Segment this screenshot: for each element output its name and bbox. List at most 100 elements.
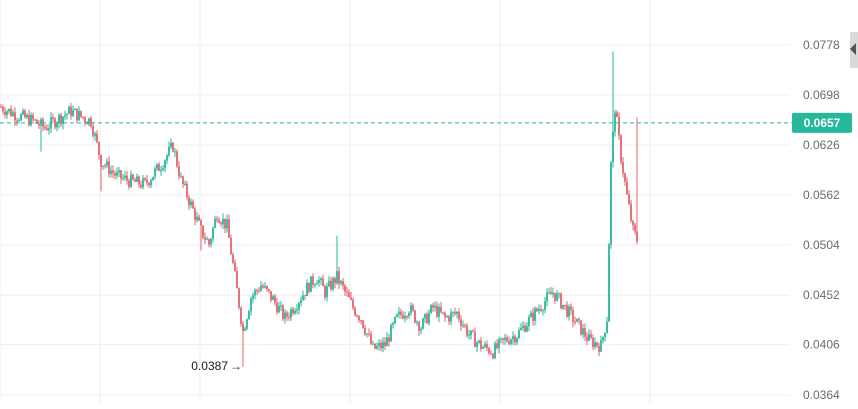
chevron-left-icon xyxy=(850,43,856,55)
candle-body xyxy=(338,271,340,284)
candle-body xyxy=(104,165,106,167)
candle-body xyxy=(566,304,568,317)
candle-body xyxy=(240,307,242,324)
candle-body xyxy=(516,338,518,343)
candle-body xyxy=(316,282,318,285)
candle-body xyxy=(172,142,174,152)
candle-body xyxy=(162,168,164,170)
candle-body xyxy=(464,325,466,327)
candle-body xyxy=(136,176,138,182)
candle-body xyxy=(278,306,280,313)
candle-body xyxy=(574,321,576,323)
candle-body xyxy=(84,117,86,123)
candle-body xyxy=(560,293,562,309)
candle-body xyxy=(626,181,628,195)
candle-body xyxy=(620,135,622,163)
candle-body xyxy=(390,324,392,342)
candle-body xyxy=(418,321,420,331)
candle-body xyxy=(304,295,306,297)
min-price-annotation: 0.0387 → xyxy=(191,359,242,373)
candle-body xyxy=(554,292,556,301)
candle-body xyxy=(500,338,502,340)
candle-body xyxy=(624,173,626,182)
candle-body xyxy=(450,312,452,322)
candle-body xyxy=(186,183,188,198)
y-tick-label: 0.0406 xyxy=(803,338,840,352)
candle-body xyxy=(534,308,536,321)
candle-body xyxy=(594,342,596,347)
candle-body xyxy=(326,286,328,298)
candle-body xyxy=(210,239,212,245)
candle-body xyxy=(340,281,342,284)
candle-body xyxy=(362,320,364,328)
candle-body xyxy=(514,336,516,343)
candle-body xyxy=(600,340,602,352)
candle-body xyxy=(354,308,356,316)
candle-body xyxy=(218,220,220,223)
candle-body xyxy=(258,290,260,292)
candle-body xyxy=(322,278,324,287)
collapse-panel-button[interactable] xyxy=(850,32,858,68)
candle-body xyxy=(378,342,380,346)
candle-body xyxy=(56,123,58,128)
candle-body xyxy=(90,118,92,127)
candle-body xyxy=(466,325,468,336)
candle-body xyxy=(88,118,90,125)
candle-body xyxy=(572,310,574,322)
candle-body xyxy=(396,314,398,317)
candle-body xyxy=(12,112,14,116)
y-tick-label: 0.0452 xyxy=(803,288,840,302)
candle-body xyxy=(74,108,76,111)
candle-body xyxy=(70,106,72,116)
candle-body xyxy=(382,341,384,349)
candle-body xyxy=(576,318,578,322)
candle-body xyxy=(596,342,598,346)
candle-body xyxy=(112,170,114,174)
candle-body xyxy=(214,218,216,228)
candle-body xyxy=(442,312,444,314)
candle-body xyxy=(280,305,282,307)
candle-body xyxy=(634,225,636,232)
candle-body xyxy=(608,244,610,322)
candle-body xyxy=(110,170,112,174)
candle-body xyxy=(328,280,330,287)
candle-body xyxy=(570,306,572,311)
candle-body xyxy=(4,111,6,115)
candles xyxy=(0,51,638,367)
candle-body xyxy=(10,108,12,116)
candle-body xyxy=(416,321,418,323)
candle-body xyxy=(44,126,46,129)
candle-body xyxy=(38,123,40,126)
candle-body xyxy=(168,146,170,156)
candle-body xyxy=(156,164,158,169)
candle-body xyxy=(434,305,436,308)
candle-body xyxy=(282,305,284,319)
candle-body xyxy=(446,316,448,318)
candle-body xyxy=(116,172,118,176)
candle-body xyxy=(414,310,416,323)
candle-body xyxy=(470,330,472,335)
candle-body xyxy=(636,231,638,242)
candle-body xyxy=(294,310,296,314)
candle-body xyxy=(350,297,352,300)
candle-body xyxy=(142,178,144,188)
candle-body xyxy=(54,118,56,128)
candle-body xyxy=(444,312,446,318)
y-tick-label: 0.0504 xyxy=(803,238,840,252)
grid-lines xyxy=(0,0,790,404)
candle-body xyxy=(312,276,314,285)
candle-body xyxy=(100,154,102,167)
candle-body xyxy=(542,310,544,312)
candle-body xyxy=(118,170,120,173)
candle-body xyxy=(496,343,498,349)
candle-body xyxy=(552,292,554,295)
candle-body xyxy=(346,291,348,293)
candle-body xyxy=(166,155,168,161)
candle-body xyxy=(614,112,616,132)
candle-body xyxy=(468,334,470,336)
candle-body xyxy=(400,311,402,316)
candle-body xyxy=(58,114,60,124)
candle-body xyxy=(98,141,100,155)
